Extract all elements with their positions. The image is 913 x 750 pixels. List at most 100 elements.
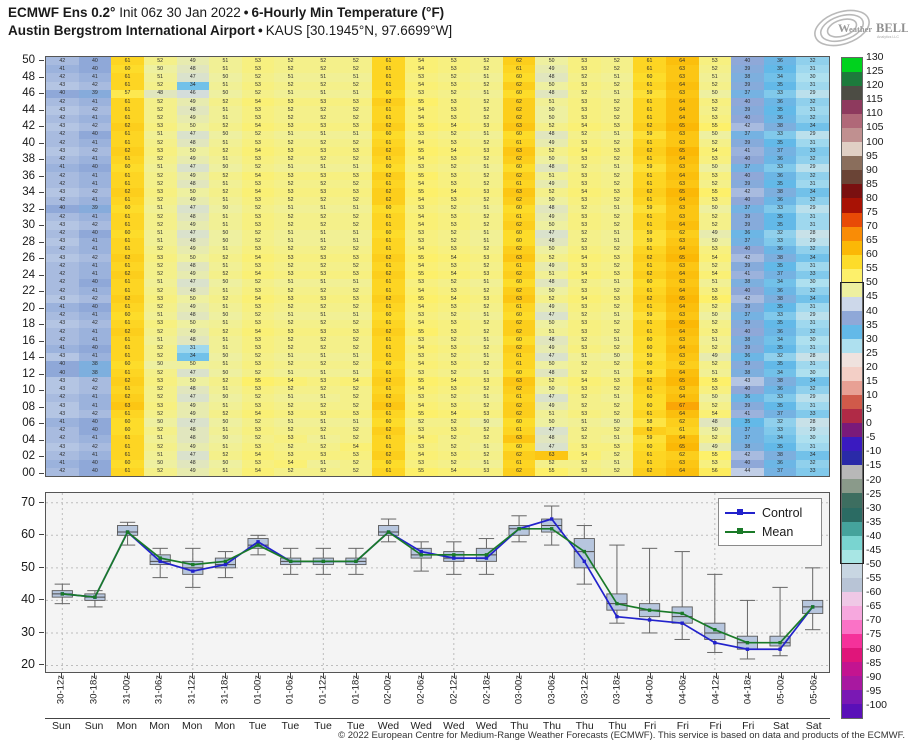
heatmap-cell: 52 bbox=[437, 336, 471, 345]
boxplot[interactable] bbox=[541, 505, 563, 546]
heatmap-cell: 50 bbox=[698, 204, 732, 214]
ensemble-boxplot-chart[interactable] bbox=[45, 492, 830, 673]
heatmap-cell: 53 bbox=[698, 114, 732, 123]
heatmap-cell: 61 bbox=[633, 459, 666, 468]
heatmap-cell: 59 bbox=[633, 204, 666, 214]
heatmap-cell: 52 bbox=[600, 287, 634, 296]
heatmap-cell: 50 bbox=[535, 81, 568, 90]
heatmap-cell: 38 bbox=[731, 336, 764, 345]
heatmap-cell: 49 bbox=[176, 303, 210, 312]
heatmap-cell: 50 bbox=[176, 254, 210, 263]
boxplot[interactable] bbox=[704, 573, 726, 653]
heatmap-cell: 61 bbox=[633, 385, 666, 394]
heatmap-cell: 62 bbox=[633, 377, 666, 386]
boxplot[interactable] bbox=[671, 551, 693, 640]
heatmap-cell: 52 bbox=[437, 352, 471, 361]
colorbar-tick: -10 bbox=[866, 445, 882, 458]
heatmap-cell: 32 bbox=[796, 328, 829, 337]
heatmap-cell: 61 bbox=[111, 245, 144, 255]
heatmap-cell: 65 bbox=[665, 122, 699, 131]
heatmap-cell: 40 bbox=[731, 459, 764, 468]
heatmap-cell: 52 bbox=[241, 352, 275, 361]
boxplot[interactable] bbox=[606, 544, 628, 624]
heatmap-cell: 57 bbox=[111, 89, 144, 99]
heatmap-cell: 35 bbox=[763, 303, 797, 312]
boxplot[interactable] bbox=[573, 525, 595, 585]
heatmap-cell: 53 bbox=[404, 237, 438, 246]
heatmap-cell: 50 bbox=[535, 360, 568, 370]
heatmap-cell: 62 bbox=[111, 122, 144, 131]
time-axis-tick bbox=[486, 673, 488, 678]
heatmap-cell: 49 bbox=[698, 443, 732, 452]
colorbar-tick: 125 bbox=[866, 65, 884, 78]
heatmap-cell: 61 bbox=[111, 114, 144, 123]
heatmap-cell: 52 bbox=[535, 254, 568, 263]
boxplot[interactable] bbox=[802, 567, 824, 631]
heatmap-cell: 52 bbox=[600, 221, 634, 230]
heatmap-cell: 31 bbox=[796, 106, 829, 115]
heatmap-y-tick-mark bbox=[39, 192, 44, 194]
heatmap-cell: 39 bbox=[731, 221, 764, 230]
time-axis-tick bbox=[453, 673, 455, 678]
heatmap-cell: 35 bbox=[763, 180, 797, 189]
heatmap-cell: 54 bbox=[274, 459, 307, 468]
heatmap-cell: 52 bbox=[339, 434, 373, 444]
heatmap-cell: 51 bbox=[143, 336, 177, 345]
heatmap-cell: 31 bbox=[176, 344, 210, 353]
heatmap-cell: 42 bbox=[46, 278, 79, 288]
heatmap-cell: 52 bbox=[568, 130, 601, 140]
heatmap-cell: 61 bbox=[502, 459, 536, 468]
heatmap-cell: 53 bbox=[568, 443, 601, 452]
colorbar-segment bbox=[842, 451, 862, 466]
heatmap-cell: 52 bbox=[600, 467, 634, 476]
heatmap-cell: 60 bbox=[111, 163, 144, 173]
heatmap-cell: 61 bbox=[633, 221, 666, 230]
heatmap-cell: 51 bbox=[209, 114, 242, 123]
heatmap-cell: 52 bbox=[143, 180, 177, 189]
heatmap-cell: 34 bbox=[763, 278, 797, 288]
heatmap-cell: 65 bbox=[665, 319, 699, 329]
heatmap-cell: 60 bbox=[502, 89, 536, 99]
heatmap-cell: 52 bbox=[600, 213, 634, 222]
heatmap-cell: 36 bbox=[763, 114, 797, 123]
heatmap-cell: 53 bbox=[437, 319, 471, 329]
heatmap-cell: 55 bbox=[404, 98, 438, 107]
heatmap-cell: 52 bbox=[307, 81, 340, 90]
heatmap-cell: 61 bbox=[372, 65, 405, 74]
heatmap-cell: 52 bbox=[470, 114, 503, 123]
time-axis-label: 31-18z bbox=[219, 675, 231, 705]
boxplot[interactable] bbox=[182, 547, 204, 588]
legend-item-mean[interactable]: Mean bbox=[725, 522, 815, 541]
heatmap-cell: 42 bbox=[78, 147, 112, 156]
heatmap-cell: 53 bbox=[307, 254, 340, 263]
heatmap-cell: 32 bbox=[796, 459, 829, 468]
ensemble-member-heatmap[interactable]: 42 40 61 52 49 51 53 52 52 52 61 54 53 52 62 50 53 52 61 64… bbox=[45, 56, 830, 477]
legend-item-control[interactable]: Control bbox=[725, 503, 815, 522]
heatmap-cell: 42 bbox=[78, 81, 112, 90]
heatmap-cell: 53 bbox=[274, 270, 307, 279]
heatmap-cell: 52 bbox=[274, 344, 307, 353]
heatmap-cell: 42 bbox=[46, 287, 79, 296]
heatmap-cell: 62 bbox=[502, 98, 536, 107]
colorbar-segment bbox=[842, 577, 862, 592]
boxplot[interactable] bbox=[769, 586, 791, 657]
heatmap-cell: 55 bbox=[404, 410, 438, 419]
heatmap-cell: 52 bbox=[600, 81, 634, 90]
heatmap-cell: 52 bbox=[437, 237, 471, 246]
heatmap-y-tick-mark bbox=[39, 225, 44, 227]
heatmap-cell: 53 bbox=[241, 213, 275, 222]
heatmap-cell: 49 bbox=[698, 352, 732, 361]
heatmap-cell: 51 bbox=[209, 426, 242, 435]
heatmap-cell: 48 bbox=[176, 434, 210, 444]
weatherbell-logo[interactable]: W eather BELL Analytics LLC bbox=[808, 6, 908, 50]
heatmap-cell: 53 bbox=[698, 287, 732, 296]
heatmap-cell: 61 bbox=[111, 344, 144, 353]
chart-y-tick-mark bbox=[39, 501, 44, 503]
heatmap-cell: 53 bbox=[404, 443, 438, 452]
heatmap-cell: 62 bbox=[633, 270, 666, 279]
heatmap-cell: 61 bbox=[372, 221, 405, 230]
heatmap-cell: 54 bbox=[404, 155, 438, 164]
heatmap-cell: 52 bbox=[143, 393, 177, 403]
heatmap-cell: 50 bbox=[209, 311, 242, 320]
heatmap-cell: 62 bbox=[372, 451, 405, 460]
